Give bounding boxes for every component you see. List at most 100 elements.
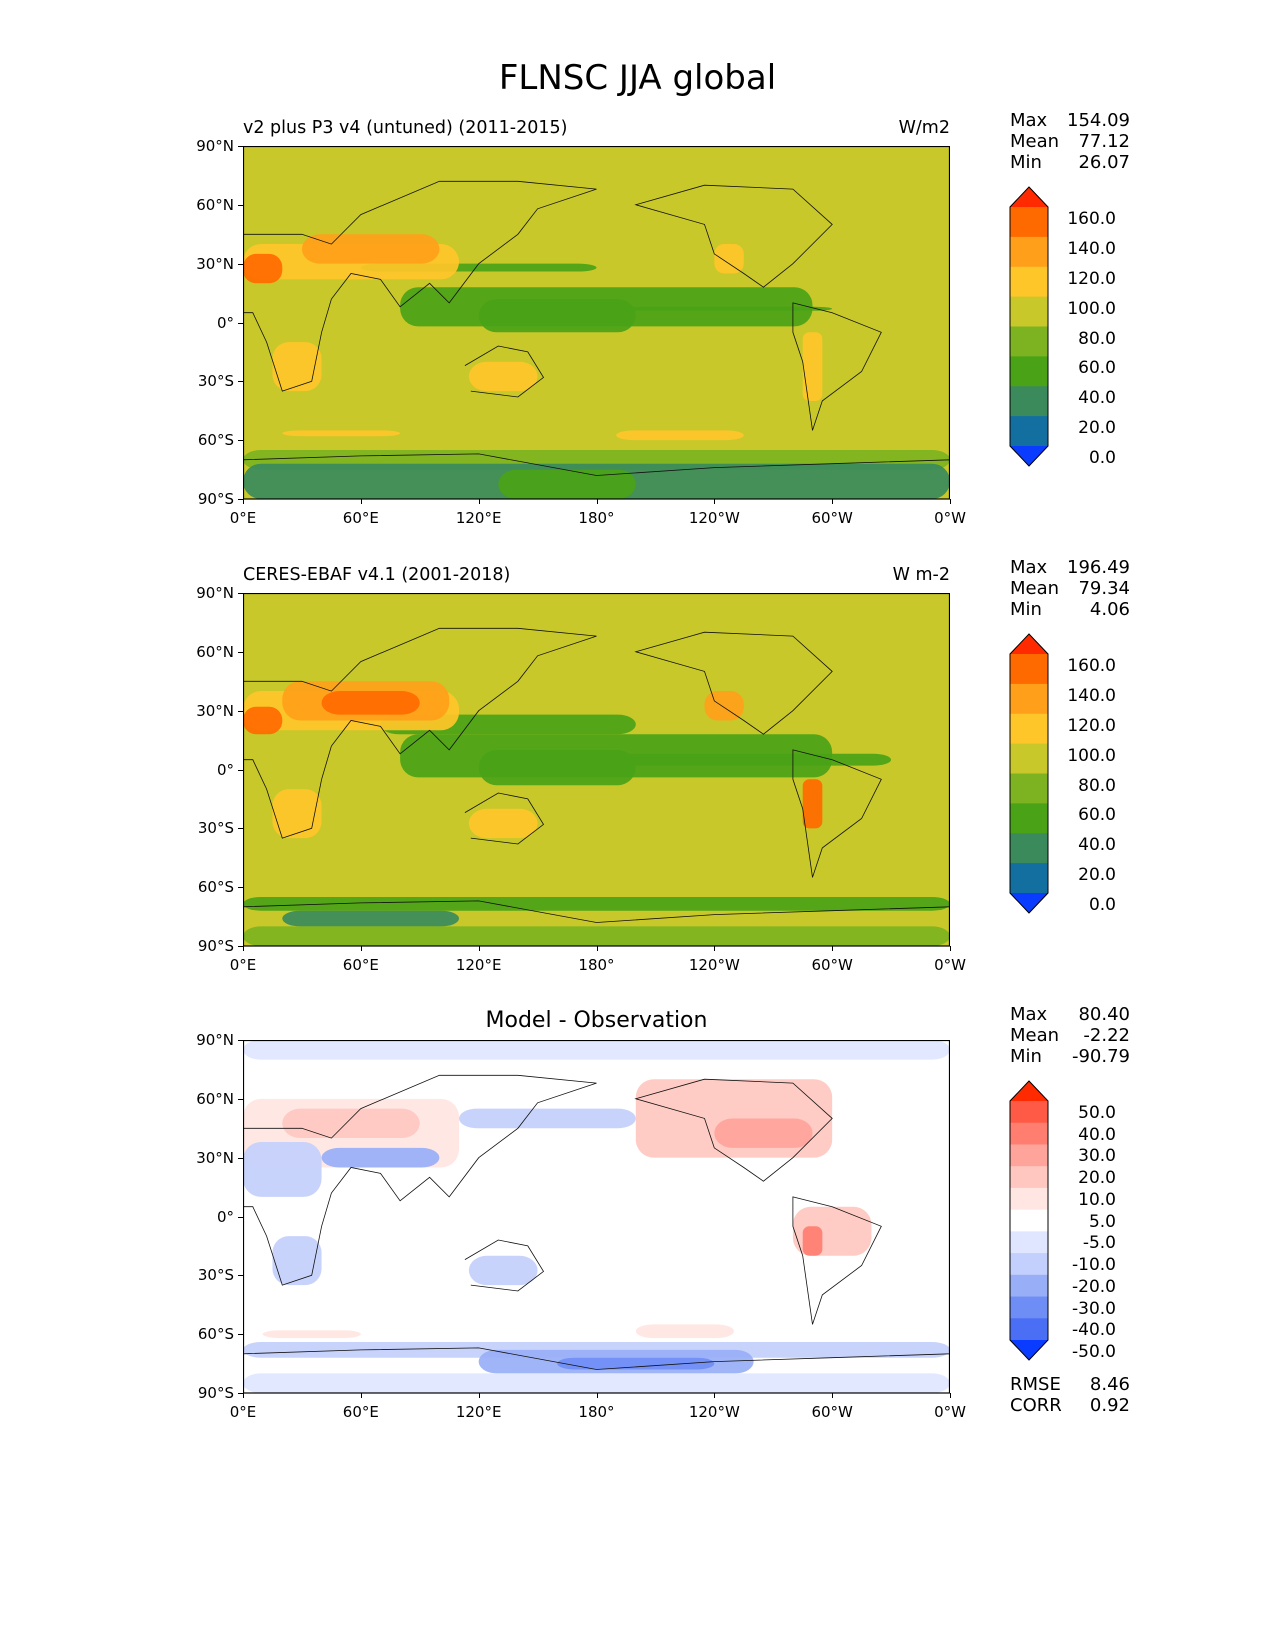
lat-tick-label: 0°	[216, 1207, 234, 1226]
lon-tick-label: 120°E	[455, 956, 502, 974]
colorbar-swatch	[1010, 296, 1048, 327]
map-plot-obs	[243, 593, 950, 947]
lat-tick-label: 60°N	[196, 195, 234, 214]
field-patch	[704, 691, 744, 721]
coastline	[464, 792, 545, 845]
lat-tick-label: 0°	[216, 313, 234, 332]
lat-tick-mark	[238, 710, 243, 712]
stat-label-max: Max	[1010, 557, 1048, 578]
lon-tick-mark	[478, 1393, 480, 1398]
colorbar-level-label: 30.0	[1078, 1146, 1116, 1167]
lat-tick-label: 30°N	[196, 701, 234, 720]
colorbar-swatch	[1010, 1209, 1048, 1232]
stat-label-max: Max	[1010, 110, 1048, 131]
field-patch	[243, 1040, 950, 1060]
colorbar-swatch	[1010, 1122, 1048, 1145]
lat-tick-mark	[238, 263, 243, 265]
panel-center-title: Model - Observation	[485, 1008, 708, 1033]
colorbar-swatch	[1010, 1253, 1048, 1276]
lat-tick-label: 90°S	[197, 1384, 234, 1402]
lat-tick-mark	[238, 946, 243, 947]
colorbar-diff	[1009, 1080, 1049, 1361]
field-patch	[272, 342, 322, 392]
lat-tick-mark	[238, 440, 243, 442]
lon-tick-label: 60°W	[811, 956, 853, 974]
colorbar-level-label: 80.0	[1078, 328, 1116, 349]
lat-tick-label: 90°S	[197, 490, 234, 508]
stat-value-mean: 77.12	[1078, 131, 1130, 152]
colorbar-level-label: -5.0	[1082, 1233, 1116, 1254]
lat-tick-mark	[238, 769, 243, 771]
coastline	[243, 453, 950, 476]
lat-tick-mark	[238, 204, 243, 206]
colorbar-swatch	[1010, 1187, 1048, 1211]
coastline	[634, 184, 833, 288]
lat-tick-mark	[238, 322, 243, 324]
field-patch	[243, 926, 950, 946]
stat-value-max: 196.49	[1067, 557, 1130, 578]
panel-units: W m-2	[892, 565, 950, 585]
coastline	[792, 302, 882, 431]
lat-tick-label: 30°N	[196, 254, 234, 273]
lon-tick-mark	[360, 499, 362, 504]
lat-tick-label: 30°S	[197, 372, 234, 391]
lat-tick-mark	[238, 499, 243, 500]
field-patch	[468, 361, 538, 392]
field-patch	[468, 1255, 538, 1286]
field-patch	[301, 234, 440, 264]
lat-tick-mark	[238, 651, 243, 653]
lon-tick-mark	[714, 946, 716, 951]
lat-tick-label: 60°N	[196, 642, 234, 661]
colorbar-level-label: 40.0	[1078, 835, 1116, 856]
colorbar-swatch	[1010, 803, 1048, 834]
colorbar-extend-bottom	[1010, 1340, 1048, 1360]
lon-tick-mark	[243, 1393, 244, 1398]
colorbar-level-label: -10.0	[1072, 1255, 1116, 1276]
lon-tick-mark	[832, 946, 834, 951]
colorbar-level-label: 140.0	[1067, 685, 1116, 706]
colorbar-level-label: 60.0	[1078, 805, 1116, 826]
lat-tick-label: 60°N	[196, 1089, 234, 1108]
lon-tick-mark	[950, 499, 951, 504]
lat-tick-mark	[238, 1098, 243, 1100]
field-patch	[243, 1141, 322, 1197]
lon-tick-mark	[478, 946, 480, 951]
field-patch	[498, 469, 636, 499]
lon-tick-mark	[950, 946, 951, 951]
panel-left-title: CERES-EBAF v4.1 (2001-2018)	[243, 565, 511, 585]
stat-label-min: Min	[1010, 1046, 1042, 1067]
colorbar-level-label: 20.0	[1078, 1168, 1116, 1189]
stat-label-min: Min	[1010, 599, 1042, 620]
stat-label-mean: Mean	[1010, 131, 1060, 152]
colorbar-outline	[1009, 633, 1049, 914]
field-patch	[321, 1147, 440, 1168]
lat-tick-label: 30°S	[197, 819, 234, 838]
lon-tick-label: 120°E	[455, 1403, 502, 1421]
lon-tick-mark	[596, 946, 598, 951]
lon-tick-label: 0°E	[229, 956, 257, 974]
colorbar-level-label: 160.0	[1067, 209, 1116, 229]
lon-tick-mark	[832, 499, 834, 504]
colorbar-level-label: 0.0	[1088, 448, 1116, 468]
lat-tick-label: 90°N	[196, 137, 234, 155]
stat-value-min: 4.06	[1089, 599, 1130, 620]
colorbar-obs	[1009, 633, 1049, 914]
stat-label-mean: Mean	[1010, 1025, 1060, 1046]
field-patch	[243, 896, 950, 911]
coastline	[464, 345, 545, 398]
colorbar-swatch	[1010, 833, 1048, 864]
colorbar-level-label: -50.0	[1072, 1342, 1116, 1362]
lat-tick-mark	[238, 828, 243, 830]
stat-label-max: Max	[1010, 1004, 1048, 1025]
colorbar-level-label: 0.0	[1088, 895, 1116, 915]
stat-label-corr: CORR	[1010, 1395, 1062, 1416]
colorbar-extend-top	[1010, 634, 1048, 654]
colorbar-swatch	[1010, 356, 1048, 387]
colorbar-extend-bottom	[1010, 446, 1048, 466]
colorbar-level-label: 120.0	[1067, 715, 1116, 736]
lon-tick-label: 0°E	[229, 509, 257, 527]
colorbar-swatch	[1010, 1166, 1048, 1189]
coastline	[243, 627, 597, 839]
field-patch	[714, 244, 744, 274]
colorbar-swatch	[1010, 683, 1048, 715]
